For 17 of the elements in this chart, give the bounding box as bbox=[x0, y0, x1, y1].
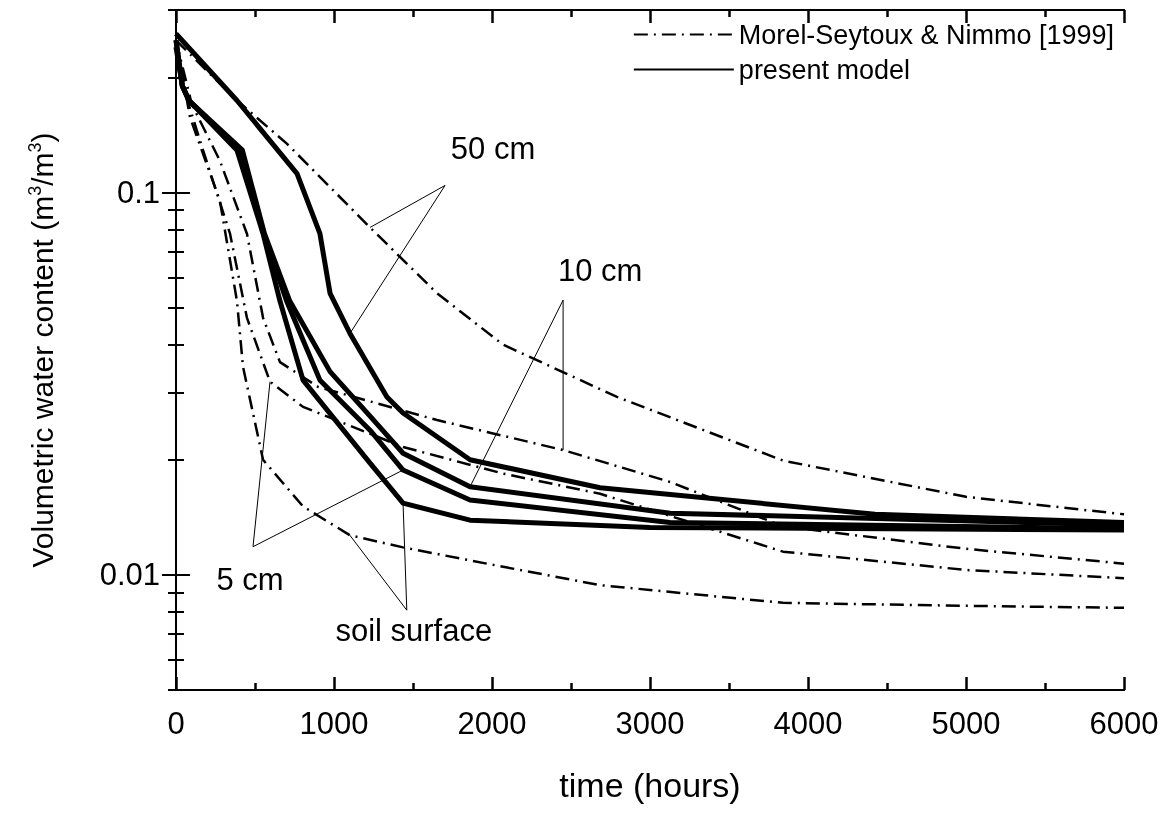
legend-label: Morel-Seytoux & Nimmo [1999] bbox=[738, 19, 1114, 50]
x-tick-label: 0 bbox=[167, 706, 185, 741]
x-tick-label: 3000 bbox=[615, 706, 685, 741]
x-tick-label: 6000 bbox=[1089, 706, 1159, 741]
x-tick-label: 1000 bbox=[299, 706, 369, 741]
annotation: 5 cm bbox=[216, 562, 284, 598]
x-tick-label: 2000 bbox=[457, 706, 527, 741]
x-tick-label: 4000 bbox=[773, 706, 843, 741]
y-tick-label: 0.01 bbox=[99, 557, 160, 593]
annotation: 10 cm bbox=[557, 252, 643, 288]
y-tick-label: 0.1 bbox=[116, 174, 160, 210]
annotation: soil surface bbox=[335, 612, 493, 648]
x-tick-label: 5000 bbox=[931, 706, 1001, 741]
y-axis-title: Volumetric water content (m3/m3) bbox=[25, 132, 59, 568]
annotation: 50 cm bbox=[450, 130, 536, 166]
legend-label: present model bbox=[738, 54, 910, 85]
x-axis-title: time (hours) bbox=[559, 766, 741, 804]
